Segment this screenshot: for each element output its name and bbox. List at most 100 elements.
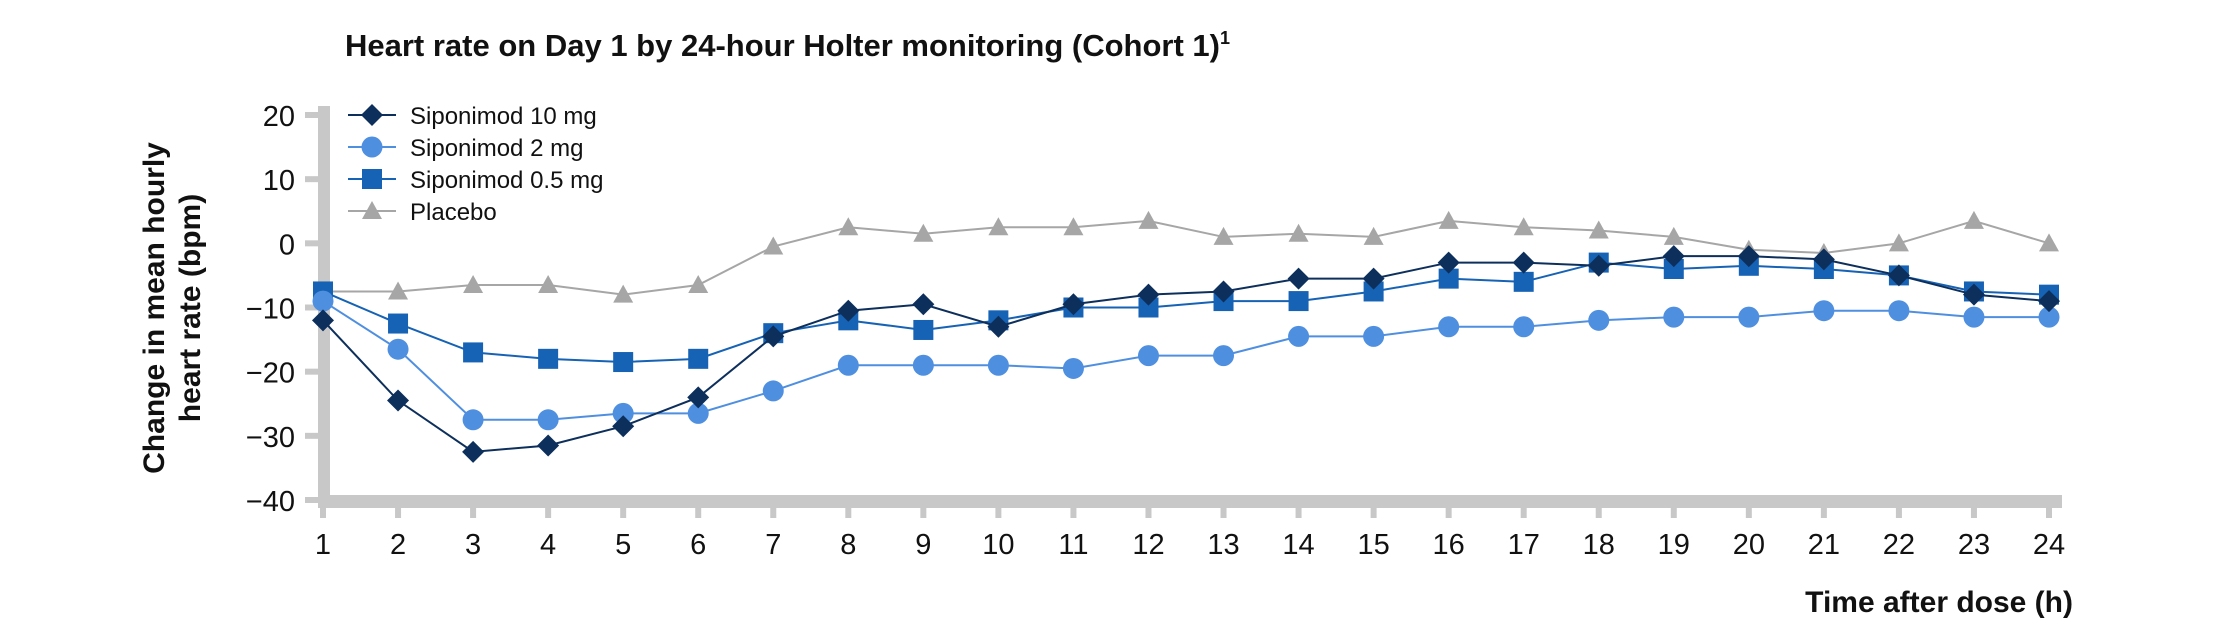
x-tick-label: 11 [1058,529,1088,561]
data-point [1363,325,1385,347]
data-point [1213,226,1234,245]
data-point [1137,345,1159,367]
x-tick-label: 13 [1207,529,1239,561]
data-point [1513,271,1534,292]
data-point [613,284,634,303]
series-placebo [313,210,2059,303]
data-point [1363,281,1384,302]
data-point [913,319,934,340]
data-point [1513,217,1534,236]
x-tick-label: 7 [765,529,781,561]
y-axis-label-line: Change in mean hourly [138,142,171,474]
data-point [612,415,635,438]
data-point [1587,254,1610,277]
data-point [1662,245,1685,268]
y-tick-label: 0 [279,229,295,261]
data-point [2038,306,2060,328]
data-point [1362,267,1385,290]
x-tick-label: 2 [390,529,406,561]
data-point [1137,283,1160,306]
data-point [687,402,709,424]
data-point [1663,306,1685,328]
data-point [687,386,710,409]
data-point [1738,306,1760,328]
data-point [1512,251,1535,274]
data-point [1888,233,1909,252]
data-point [1663,259,1684,279]
data-point [463,275,484,294]
data-point [1062,293,1085,316]
data-point [1063,217,1084,236]
data-point [1963,210,1984,229]
data-point [387,389,410,412]
data-point [688,348,709,369]
series-layer [312,210,2060,463]
x-tick-label: 22 [1883,529,1915,561]
x-tick-label: 6 [690,529,706,561]
data-point [1888,300,1910,322]
x-tick-label: 8 [840,529,856,561]
data-point [688,275,709,294]
x-axis-line [318,495,2062,508]
legend-label: Siponimod 0.5 mg [410,167,603,194]
x-tick-label: 19 [1658,529,1690,561]
x-tick-label: 12 [1132,529,1164,561]
data-point [1513,316,1535,338]
data-point [913,223,934,242]
legend-label: Siponimod 2 mg [410,135,583,162]
data-point [1963,306,1985,328]
series-line [322,300,2049,421]
x-tick-label: 21 [1808,529,1840,561]
data-point [1288,291,1309,312]
data-point [463,342,484,363]
series-siponimod-10-mg [312,245,2060,463]
x-tick-label: 23 [1958,529,1990,561]
x-tick-label: 9 [915,529,931,561]
data-point [1288,325,1310,347]
data-point [838,217,859,236]
legend-label: Siponimod 10 mg [410,103,597,130]
data-point [1363,226,1384,245]
x-tick-label: 4 [540,529,556,561]
y-tick-label: 10 [263,165,295,197]
data-point [1438,268,1459,289]
chart-title-superscript: 1 [1220,28,1230,48]
legend-item: Siponimod 10 mg [348,103,597,130]
data-point [462,409,484,431]
y-tick-label: −30 [246,422,295,454]
data-point [387,338,409,360]
x-tick-label: 14 [1282,529,1314,561]
legend: Siponimod 10 mg Siponimod 2 mg Siponimod 0… [348,103,603,226]
data-point [312,290,334,312]
x-tick-label: 10 [982,529,1014,561]
data-point [763,236,784,255]
data-point [1663,226,1684,245]
y-tick-label: −40 [246,486,295,518]
data-point [1212,280,1235,303]
legend-item: Siponimod 2 mg [348,135,583,162]
x-tick-label: 20 [1733,529,1765,561]
data-point [988,217,1009,236]
data-point [1812,248,1835,271]
data-point [612,402,634,424]
x-tick-label: 3 [465,529,481,561]
data-point [1138,210,1159,229]
legend-marker [362,169,382,189]
data-point [1213,345,1235,367]
x-tick-label: 5 [615,529,631,561]
data-point [1437,251,1460,274]
data-point [987,315,1010,338]
data-point [1588,220,1609,239]
data-point [538,275,559,294]
x-tick-label: 1 [315,529,331,561]
y-axis-label: Change in mean hourly heart rate (bpm) [138,142,207,474]
series-line [323,219,2050,296]
data-point [1287,267,1310,290]
x-tick-label: 24 [2033,529,2065,561]
data-point [1737,245,1760,268]
data-point [1588,309,1610,331]
data-point [1438,210,1459,229]
data-point [912,293,935,316]
legend-marker [361,104,383,126]
data-point [388,313,409,334]
